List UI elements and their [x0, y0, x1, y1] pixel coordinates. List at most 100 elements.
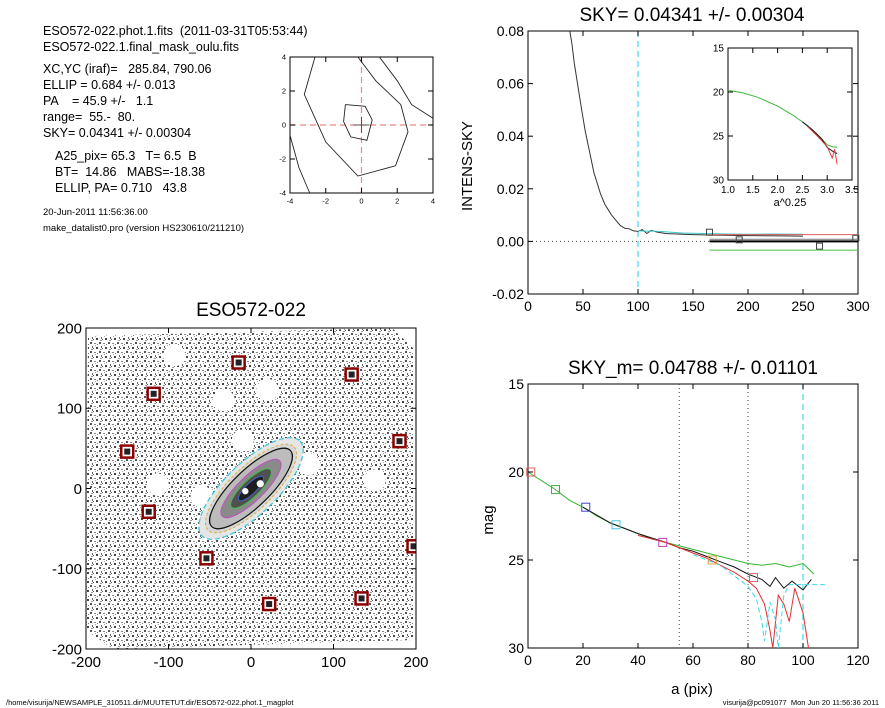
y-tick-label: -2	[279, 155, 286, 164]
masked-hole	[212, 389, 235, 412]
mag-series-line	[637, 534, 809, 649]
contour-line	[343, 104, 373, 141]
masked-star-core	[358, 595, 365, 602]
y-tick-label: 4	[282, 53, 286, 62]
x-tick-label: 40	[630, 652, 646, 668]
range-info-line: range= 55.- 80.	[43, 110, 136, 124]
x-tick-label: 80	[740, 652, 756, 668]
mag-series	[526, 384, 825, 649]
sky-series	[528, 30, 860, 294]
mag-panel: SKY_m= 0.04788 +/- 0.01101 mag a (pix) 0…	[480, 358, 870, 698]
program-line: make_datalist0.pro (version HS230610/211…	[43, 223, 245, 234]
sky-series-line	[637, 230, 804, 235]
y-tick-label: 0.00	[497, 233, 524, 249]
y-tick-label: 2	[282, 87, 286, 96]
mag-series-line	[527, 471, 815, 575]
x-tick-label: 3.5	[845, 185, 859, 196]
y-tick-label: 30	[713, 176, 725, 187]
y-tick-label: 100	[57, 401, 82, 418]
x-tick-label: 200	[736, 298, 760, 314]
masked-hole	[256, 378, 279, 401]
sky-panel: SKY= 0.04341 +/- 0.00304 INTENS-SKY 0 50 1…	[459, 5, 870, 314]
x-tick-label: 0	[359, 197, 363, 206]
masked-star-core	[235, 359, 242, 366]
y-tick-label: 20	[508, 464, 524, 480]
footer-path: /home/visurija/NEWSAMPLE_310511.dir/MUUT…	[6, 698, 294, 707]
masked-star-core	[145, 508, 152, 515]
sky-tick-labels: 0 50 100 150 200 250 300 -0.02 0.00 0.02 0.04 0.06 0…	[492, 23, 870, 314]
x-tick-label: 0	[524, 298, 532, 314]
masked-stars	[120, 355, 416, 612]
x-tick-label: 0	[247, 654, 255, 671]
sky-title: SKY= 0.04341 +/- 0.00304	[579, 5, 804, 26]
sky-series-line	[569, 30, 804, 237]
x-tick-label: -4	[287, 197, 294, 206]
y-tick-label: 0.06	[497, 76, 524, 92]
inset-series-line	[727, 89, 838, 148]
mag-series-line	[582, 506, 812, 591]
image-tick-labels: -200 -100 0 100 200 -200 -100 0 100 200	[52, 320, 429, 671]
x-tick-label: -200	[71, 654, 101, 671]
a25-info-line: A25_pix= 65.3 T= 6.5 B	[55, 149, 197, 163]
contour-panel: -4 -2 0 2 4 -4 -2 0 2 4	[279, 53, 435, 206]
x-tick-label: -100	[153, 654, 183, 671]
x-tick-label: 100	[626, 298, 650, 314]
y-tick-label: 200	[57, 320, 82, 337]
mag-xlabel: a (pix)	[671, 681, 713, 698]
image-title: ESO572-022	[196, 300, 306, 321]
masked-hole	[363, 469, 386, 492]
sky-inset: 1.0 1.5 2.0 2.5 3.0 3.5 15 20 25 30 a^0.25	[713, 44, 860, 209]
y-tick-label: -200	[52, 641, 82, 658]
masked-star-core	[203, 555, 210, 562]
masked-hole	[146, 473, 169, 496]
masked-hole	[297, 453, 320, 476]
x-tick-label: 4	[431, 197, 435, 206]
x-tick-label: 0	[524, 652, 532, 668]
inset-tick-labels: 1.0 1.5 2.0 2.5 3.0 3.5 15 20 25 30	[713, 44, 860, 196]
date-line: 20-Jun-2011 11:56:36.00	[43, 207, 148, 218]
y-tick-label: 20	[713, 88, 725, 99]
inset-series	[727, 89, 838, 165]
footer-user-date: visurija@pc091077 Mon Jun 20 11:56:36 20…	[722, 698, 879, 707]
y-tick-label: 0.04	[497, 128, 524, 144]
core-knot	[256, 480, 264, 488]
x-tick-label: 200	[403, 654, 428, 671]
x-tick-label: 1.5	[746, 185, 760, 196]
x-tick-label: 2	[395, 197, 399, 206]
ellip-pa-info-line: ELLIP, PA= 0.710 43.8	[55, 181, 187, 195]
contour-line	[379, 56, 434, 119]
x-tick-label: 100	[791, 652, 815, 668]
masked-star-core	[150, 390, 157, 397]
contour-line	[289, 135, 311, 194]
mag-marker	[707, 555, 717, 565]
file-info-line: ESO572-022.phot.1.fits (2011-03-31T05:53…	[43, 24, 308, 38]
x-tick-label: 150	[681, 298, 705, 314]
y-tick-label: 0	[74, 481, 82, 498]
y-tick-label: 0.02	[497, 181, 524, 197]
sky-marker	[735, 236, 743, 244]
contour-lines	[289, 56, 434, 194]
y-tick-label: 15	[713, 44, 725, 55]
inset-series-line	[807, 125, 838, 165]
mag-marker	[749, 573, 758, 583]
masked-star-core	[396, 438, 403, 445]
y-tick-label: 0	[282, 121, 286, 130]
inset-xlabel: a^0.25	[774, 197, 807, 209]
mag-marker	[526, 467, 536, 477]
masked-hole	[163, 344, 186, 367]
pa-info-line: PA = 45.9 +/- 1.1	[43, 94, 154, 108]
x-tick-label: 120	[846, 652, 870, 668]
mag-marker	[581, 502, 591, 512]
sky-marker	[816, 242, 823, 250]
image-panel: ESO572-022 -200 -100 0 100 200 -200 -100 0 100 20…	[52, 300, 429, 671]
galaxy-isophotes	[198, 437, 304, 540]
masked-star-core	[348, 371, 355, 378]
masked-star-core	[410, 543, 416, 550]
x-tick-label: -2	[322, 197, 329, 206]
masked-hole	[190, 485, 213, 508]
center-info-line: XC,YC (iraf)= 285.84, 790.06	[43, 62, 212, 76]
x-tick-label: 300	[846, 298, 870, 314]
y-tick-label: -0.02	[492, 286, 524, 302]
contour-tick-labels: -4 -2 0 2 4 -4 -2 0 2 4	[279, 53, 435, 206]
